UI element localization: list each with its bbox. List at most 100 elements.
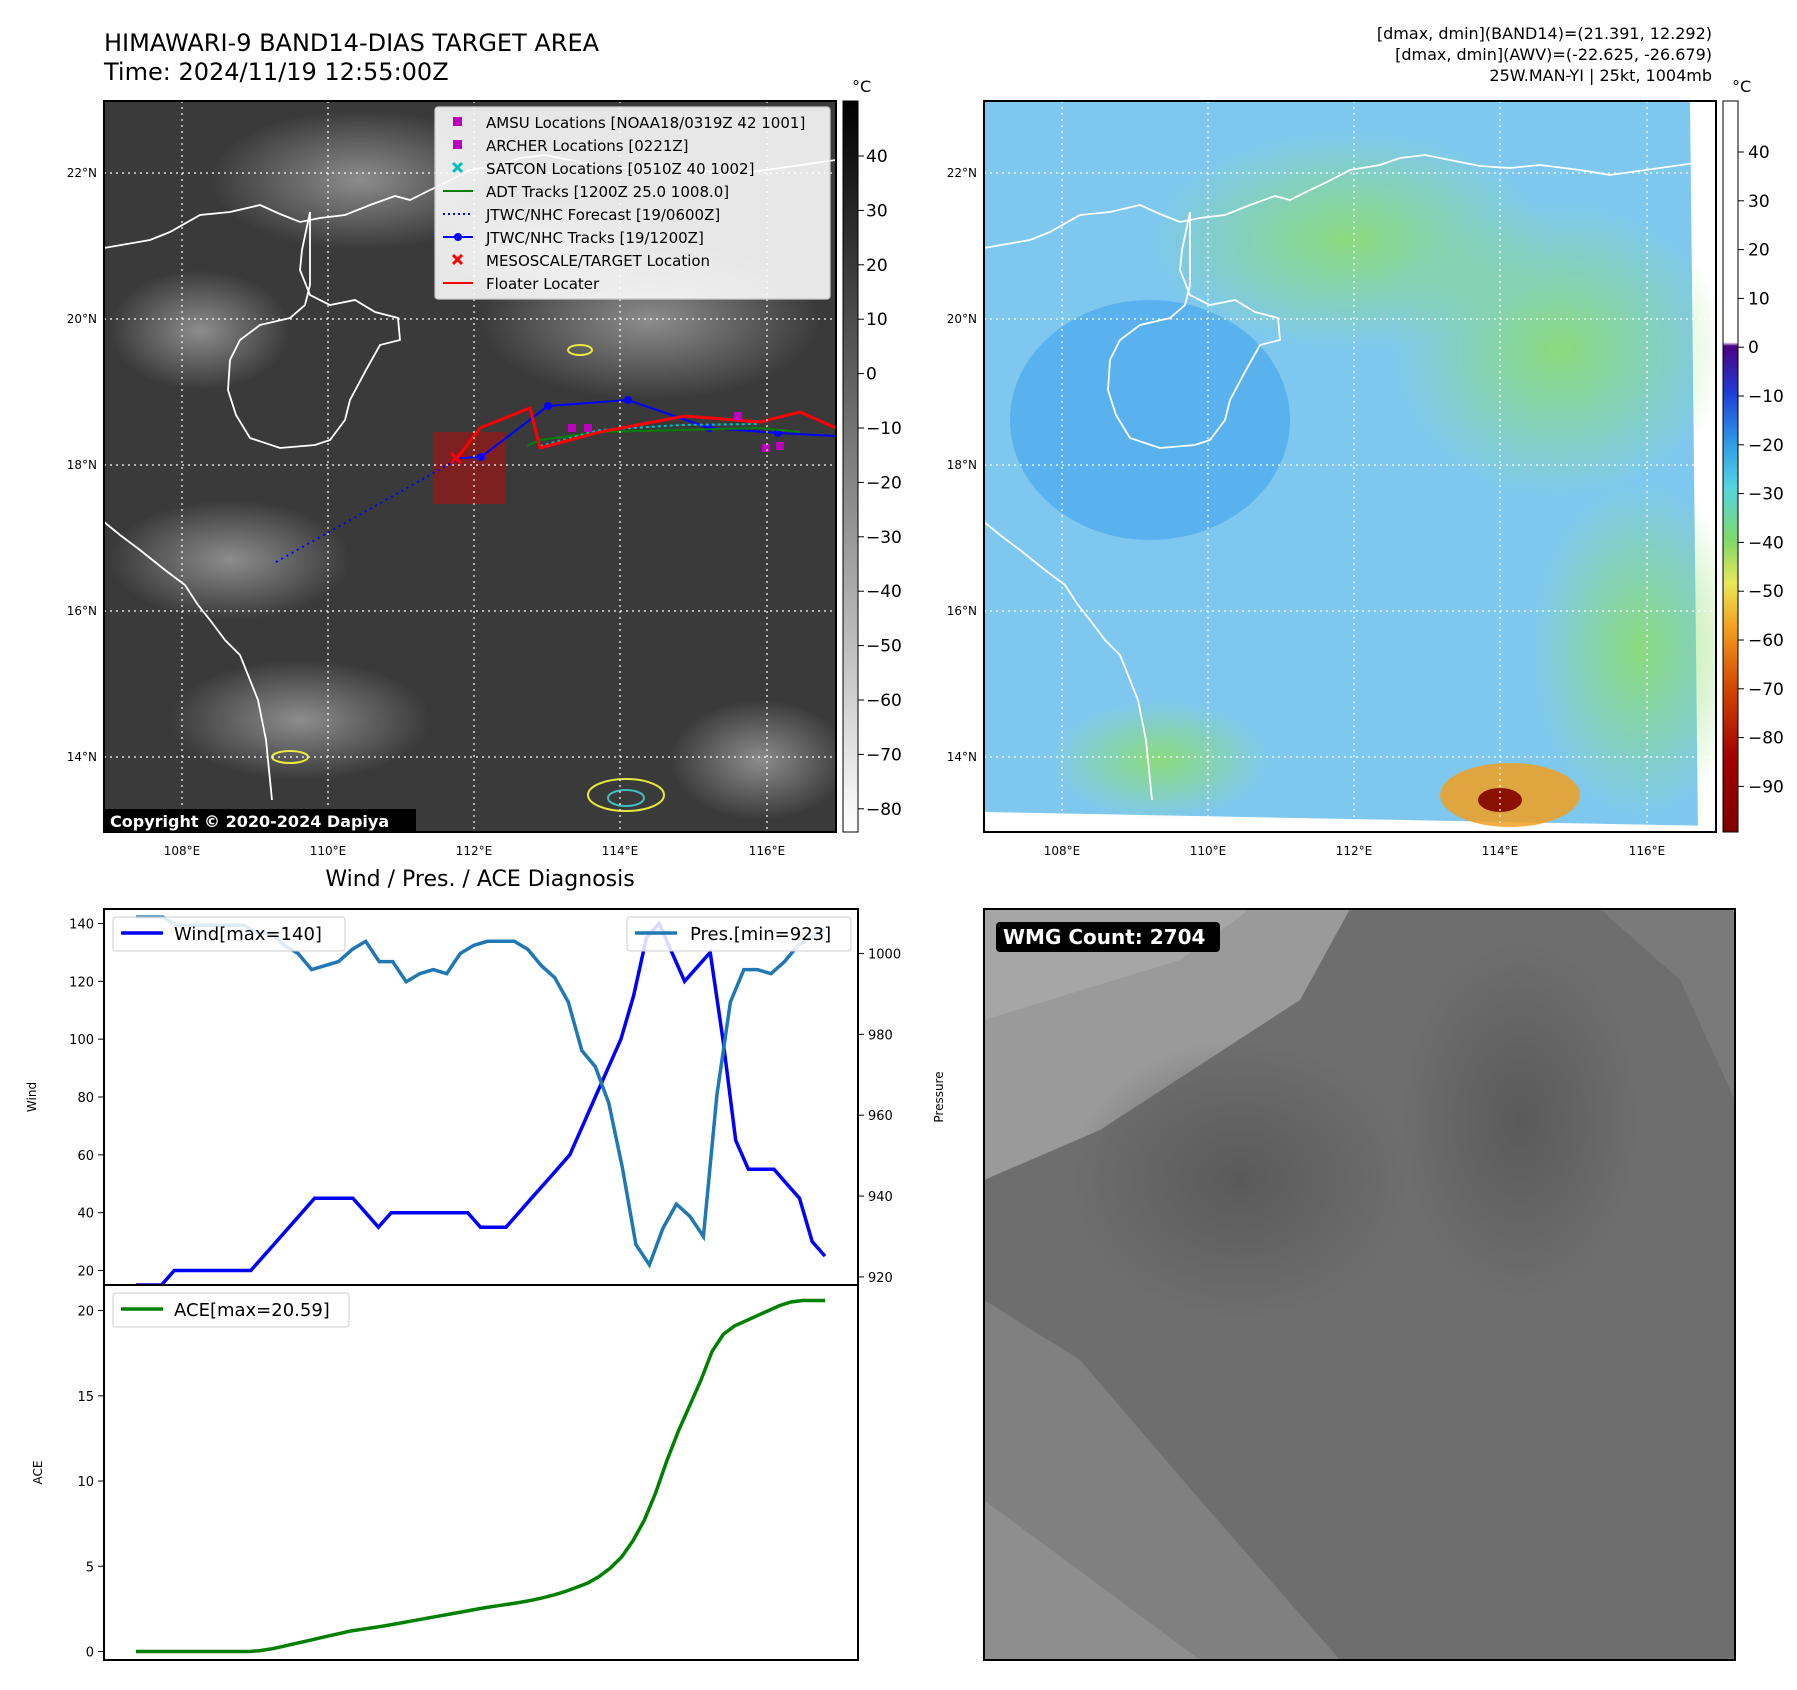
cbar-tick-label: 30 bbox=[866, 201, 888, 221]
lat-label: 16°N bbox=[67, 604, 97, 618]
cbar-tick-label: 10 bbox=[1748, 289, 1770, 309]
lat-label: 18°N bbox=[947, 458, 977, 472]
awv-hainan-coastline bbox=[1107, 211, 1281, 449]
cbar-tick-label: −80 bbox=[866, 800, 902, 820]
wmg-panel bbox=[984, 909, 1735, 1660]
amsu-archer-markers bbox=[568, 412, 784, 452]
awv-frame bbox=[983, 100, 1717, 833]
wind-ytick-label: 140 bbox=[69, 917, 94, 932]
wind-ylabel: Wind bbox=[25, 1082, 39, 1112]
cyan-cross-icon bbox=[451, 161, 464, 174]
copyright-text: Copyright © 2020-2024 Dapiya bbox=[110, 812, 389, 831]
cbar-tick-label: 40 bbox=[1748, 143, 1770, 163]
ace-panel: 0 5 10 15 20 ACE ACE[max=20.59] bbox=[31, 1284, 859, 1661]
pres-ytick-label: 920 bbox=[868, 1271, 893, 1286]
cbar-tick-label: 20 bbox=[866, 256, 888, 276]
wind-axes-frame bbox=[103, 908, 859, 1286]
wind-ytick-label: 120 bbox=[69, 975, 94, 990]
cbar-tick-label: −80 bbox=[1748, 729, 1784, 749]
cbar-tick-label: −60 bbox=[1748, 631, 1784, 651]
pres-ytick-label: 980 bbox=[868, 1028, 893, 1043]
pres-ytick-label: 940 bbox=[868, 1190, 893, 1205]
band14-lon-labels: 108°E 110°E 112°E 114°E 116°E bbox=[164, 844, 786, 858]
lon-label: 112°E bbox=[456, 844, 493, 858]
cbar-tick-label: −70 bbox=[1748, 680, 1784, 700]
legend-jtwc-forecast: JTWC/NHC Forecast [19/0600Z] bbox=[485, 206, 720, 224]
cold-cloud-south bbox=[587, 778, 665, 812]
legend-adt: ADT Tracks [1200Z 25.0 1008.0] bbox=[486, 183, 729, 201]
ace-ytick-label: 5 bbox=[86, 1560, 94, 1575]
ace-ylabel: ACE bbox=[31, 1461, 45, 1485]
wind-ytick-label: 20 bbox=[77, 1265, 94, 1280]
legend-amsu: AMSU Locations [NOAA18/0319Z 42 1001] bbox=[486, 114, 805, 132]
cbar-tick-label: 40 bbox=[866, 147, 888, 167]
legend-archer: ARCHER Locations [0221Z] bbox=[486, 137, 689, 155]
wind-pressure-panel: 20 40 60 80 100 120 140 920 940 960 980 1000 Wind Pre… bbox=[25, 908, 946, 1287]
cbar-left bbox=[842, 100, 859, 833]
wind-legend-box bbox=[112, 916, 346, 952]
lon-label: 116°E bbox=[1629, 844, 1666, 858]
cbar-left-ticks: 40 30 20 10 0 −10 −20 −30 −40 −50 −60 −70 −80 bbox=[858, 147, 902, 820]
awv-china-coastline bbox=[984, 154, 1716, 249]
ace-legend-label: ACE[max=20.59] bbox=[174, 1300, 330, 1321]
lon-label: 108°E bbox=[1044, 844, 1081, 858]
lon-label: 110°E bbox=[310, 844, 347, 858]
wind-legend-label: Wind[max=140] bbox=[174, 924, 322, 945]
ace-ytick-label: 20 bbox=[77, 1305, 94, 1320]
lon-label: 114°E bbox=[1482, 844, 1519, 858]
lat-label: 20°N bbox=[67, 312, 97, 326]
pres-legend-label: Pres.[min=923] bbox=[690, 924, 831, 945]
cbar-tick-label: −10 bbox=[866, 419, 902, 439]
figure-timestamp: Time: 2024/11/19 12:55:00Z bbox=[103, 58, 449, 86]
awv-lon-labels: 108°E 110°E 112°E 114°E 116°E bbox=[1044, 844, 1666, 858]
cbar-tick-label: 10 bbox=[866, 310, 888, 330]
wmg-frame bbox=[983, 908, 1736, 1661]
cbar-tick-label: −50 bbox=[1748, 582, 1784, 602]
cbar-tick-label: −90 bbox=[1748, 777, 1784, 797]
lat-label: 20°N bbox=[947, 312, 977, 326]
hainan-coastline bbox=[227, 211, 401, 449]
pres-ylabel: Pressure bbox=[932, 1071, 946, 1122]
satcon-track bbox=[539, 423, 761, 447]
wind-ytick-label: 80 bbox=[77, 1091, 94, 1106]
cbar-right bbox=[1722, 100, 1739, 833]
cbar-tick-label: −70 bbox=[866, 745, 902, 765]
lon-label: 112°E bbox=[1336, 844, 1373, 858]
wmg-count: WMG Count: 2704 bbox=[1003, 925, 1205, 949]
awv-lat-labels: 22°N 20°N 18°N 16°N 14°N bbox=[947, 166, 977, 764]
lat-label: 16°N bbox=[947, 604, 977, 618]
floater-locater-track bbox=[454, 405, 836, 461]
wind-ytick-label: 60 bbox=[77, 1149, 94, 1164]
storm-info: 25W.MAN-YI | 25kt, 1004mb bbox=[1489, 66, 1712, 85]
awv-map bbox=[984, 101, 1716, 832]
diagnosis-title: Wind / Pres. / ACE Diagnosis bbox=[325, 867, 634, 892]
band14-stats: [dmax, dmin](BAND14)=(21.391, 12.292) bbox=[1377, 24, 1712, 43]
awv-vietnam-coastline bbox=[984, 521, 1153, 801]
pres-ytick-label: 960 bbox=[868, 1109, 893, 1124]
cbar-tick-label: −40 bbox=[1748, 533, 1784, 553]
cbar-tick-label: 20 bbox=[1748, 241, 1770, 261]
copyright-box bbox=[104, 809, 416, 833]
cbar-left-unit: °C bbox=[852, 77, 871, 96]
ace-ytick-label: 0 bbox=[86, 1645, 94, 1660]
cbar-tick-label: 30 bbox=[1748, 192, 1770, 212]
lon-label: 110°E bbox=[1190, 844, 1227, 858]
magenta-square-icon bbox=[453, 117, 462, 126]
lat-label: 14°N bbox=[947, 750, 977, 764]
legend-mesoscale: MESOSCALE/TARGET Location bbox=[486, 252, 710, 270]
lon-label: 108°E bbox=[164, 844, 201, 858]
legend-jtwc-tracks: JTWC/NHC Tracks [19/1200Z] bbox=[485, 229, 704, 247]
lat-label: 22°N bbox=[67, 166, 97, 180]
wind-ytick-label: 100 bbox=[69, 1033, 94, 1048]
band14-lat-labels: 22°N 20°N 18°N 16°N 14°N bbox=[67, 166, 97, 764]
cbar-right-unit: °C bbox=[1732, 77, 1751, 96]
lat-label: 18°N bbox=[67, 458, 97, 472]
ace-ytick-label: 15 bbox=[77, 1390, 94, 1405]
vietnam-coastline bbox=[104, 521, 273, 801]
cbar-tick-label: 0 bbox=[866, 365, 877, 385]
cbar-tick-label: −20 bbox=[866, 473, 902, 493]
lon-label: 114°E bbox=[602, 844, 639, 858]
awv-cold-core bbox=[1478, 788, 1522, 812]
awv-gridlines bbox=[984, 101, 1716, 832]
